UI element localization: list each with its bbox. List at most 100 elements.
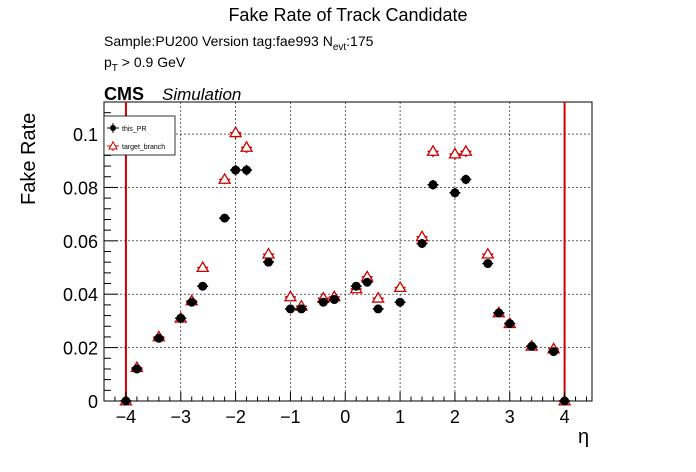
legend-label: this_PR <box>122 126 147 133</box>
marker-circle <box>428 180 438 190</box>
data-point <box>284 304 296 314</box>
data-point <box>493 308 505 318</box>
marker-circle <box>263 257 273 267</box>
data-point <box>448 147 462 160</box>
data-point <box>175 313 187 323</box>
marker-triangle <box>283 290 298 302</box>
marker-circle <box>373 304 383 314</box>
marker-circle <box>318 297 328 307</box>
data-point <box>526 341 538 351</box>
marker-triangle <box>481 247 495 259</box>
marker-circle <box>329 295 339 305</box>
marker-circle <box>483 259 493 269</box>
marker-circle <box>450 188 460 198</box>
data-point <box>361 277 373 287</box>
data-point <box>449 187 461 198</box>
data-point <box>317 297 329 307</box>
data-point <box>460 174 472 185</box>
x-tick-label: 4 <box>560 407 570 427</box>
x-tick-label: 3 <box>505 407 515 427</box>
marker-circle <box>198 281 208 291</box>
x-tick-label: −3 <box>170 407 191 427</box>
data-point <box>153 333 165 343</box>
data-point <box>241 164 253 176</box>
marker-circle <box>285 304 295 314</box>
data-point <box>372 304 384 314</box>
marker-triangle <box>393 280 407 293</box>
data-point <box>481 247 495 259</box>
x-tick-label: 1 <box>395 407 405 427</box>
axes: −4 −3 −2 −1 0 1 2 3 4 0 0.02 0.04 0.06 0.08 0.1 <box>63 101 588 427</box>
marker-circle <box>351 281 361 291</box>
data-point <box>295 304 307 314</box>
pt-cut: pT > 0.9 GeV <box>104 54 185 74</box>
legend: this_PR target_branch <box>103 115 176 156</box>
y-tick-label: 0.08 <box>63 178 98 198</box>
data-point <box>393 280 407 293</box>
marker-circle <box>395 297 405 307</box>
x-tick-label: −2 <box>225 407 246 427</box>
marker-circle <box>505 319 515 329</box>
data-point <box>427 179 439 190</box>
marker-circle <box>176 313 186 323</box>
y-tick-label: 0.1 <box>73 125 98 145</box>
marker-circle <box>494 308 504 318</box>
data-point <box>416 238 428 248</box>
simulation-label: Simulation <box>162 85 242 104</box>
marker-triangle <box>239 140 254 152</box>
marker-circle <box>417 238 427 248</box>
marker-circle <box>362 277 372 287</box>
y-tick-label: 0 <box>88 392 98 412</box>
pt-cut-value: > 0.9 GeV <box>117 54 186 70</box>
data-point <box>197 281 209 291</box>
x-tick-label: −1 <box>280 407 301 427</box>
series-this_PR <box>120 164 571 406</box>
series-layer <box>119 125 572 406</box>
legend-label: target_branch <box>122 144 165 151</box>
data-point <box>482 259 494 269</box>
data-point <box>263 257 274 267</box>
data-point <box>426 144 440 157</box>
marker-triangle <box>448 147 462 159</box>
x-axis-label: η <box>578 426 590 448</box>
data-point <box>328 295 340 305</box>
data-point <box>228 125 243 139</box>
data-point <box>283 290 298 302</box>
marker-circle <box>220 213 230 223</box>
y-tick-label: 0.04 <box>63 285 98 305</box>
marker-circle <box>231 165 241 175</box>
data-point <box>350 281 362 291</box>
data-point <box>394 297 406 307</box>
data-point <box>131 364 143 374</box>
legend-entry-this_PR: this_PR <box>107 123 147 133</box>
legend-marker <box>110 125 116 131</box>
marker-circle <box>132 364 142 374</box>
marker-triangle <box>459 144 473 156</box>
x-tick-label: 0 <box>340 407 350 427</box>
marker-triangle <box>426 144 440 156</box>
data-point <box>239 140 254 153</box>
nevt-subscript: evt <box>332 41 347 53</box>
x-tick-label: 2 <box>450 407 460 427</box>
data-point <box>459 144 473 157</box>
data-point <box>219 213 231 223</box>
marker-circle <box>549 347 559 357</box>
marker-circle <box>154 333 164 343</box>
sample-info: Sample:PU200 Version tag:fae993 Nevt:175 <box>104 33 373 53</box>
marker-circle <box>187 297 197 307</box>
marker-circle <box>242 165 252 175</box>
y-tick-label: 0.02 <box>63 339 98 359</box>
data-point <box>230 164 242 176</box>
legend-entry-target_branch: target_branch <box>107 140 165 151</box>
y-axis-label: Fake Rate <box>18 112 40 205</box>
sample-info-text: Sample:PU200 Version tag:fae993 N <box>104 33 333 49</box>
pt-symbol: p <box>104 54 112 70</box>
y-tick-label: 0.06 <box>63 232 98 252</box>
data-point <box>186 297 198 307</box>
legend-marker <box>108 140 118 150</box>
data-point <box>548 347 560 357</box>
x-tick-label: −4 <box>116 407 137 427</box>
marker-triangle <box>196 260 210 273</box>
marker-circle <box>527 341 537 351</box>
